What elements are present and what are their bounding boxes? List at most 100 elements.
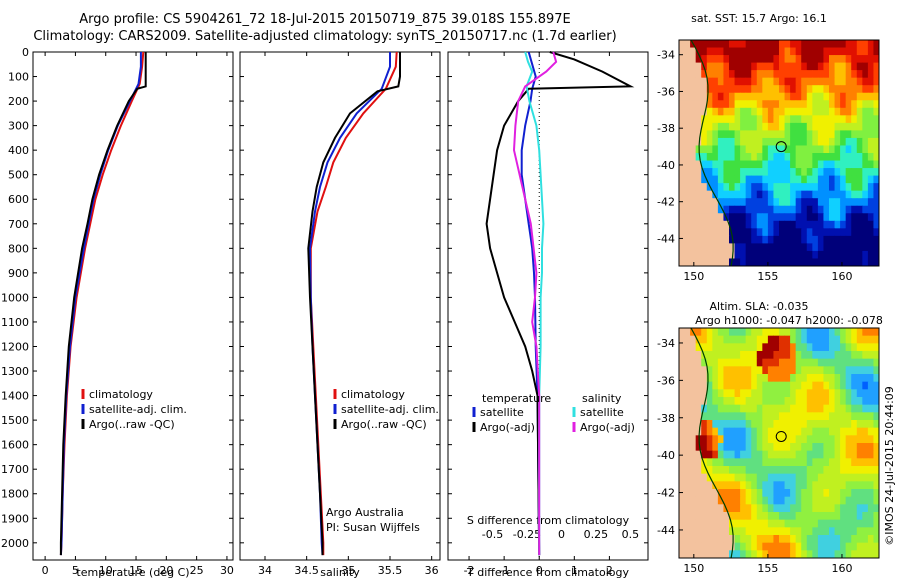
map-cell-sla-map (812, 435, 819, 444)
map-cell-sst-map (801, 145, 808, 154)
map-cell-sst-map (812, 100, 819, 109)
map-cell-sst-map (862, 205, 869, 214)
map-cell-sla-map (740, 481, 747, 490)
map-cell-sla-map (706, 458, 713, 467)
map-cell-sst-map (795, 145, 802, 154)
map-cell-sst-map (690, 250, 697, 259)
map-cell-sla-map (823, 397, 830, 406)
map-cell-sst-map (823, 62, 830, 71)
map-cell-sla-map (756, 535, 763, 544)
map-cell-sla-map (795, 519, 802, 528)
map-cell-sst-map (767, 258, 774, 267)
map-y-tick-label-sst-map: -40 (657, 159, 675, 172)
map-cell-sst-map (862, 100, 869, 109)
series-line-satellite-adj-clim- (308, 52, 391, 556)
map-cell-sst-map (784, 243, 791, 252)
series-line-argo-raw-qc- (307, 52, 401, 556)
map-cell-sla-map (834, 450, 841, 459)
map-cell-sst-map (784, 183, 791, 192)
map-cell-sla-map (845, 335, 852, 344)
map-cell-sst-map (756, 85, 763, 94)
map-cell-sst-map (740, 130, 747, 139)
map-cell-sla-map (856, 351, 863, 360)
map-cell-sst-map (845, 190, 852, 199)
map-cell-sst-map (829, 205, 836, 214)
map-cell-sst-map (723, 70, 730, 79)
map-cell-sla-map (767, 535, 774, 544)
map-cell-sla-map (817, 397, 824, 406)
map-cell-sst-map (867, 70, 874, 79)
map-cell-sst-map (867, 198, 874, 207)
map-cell-sla-map (806, 466, 813, 475)
map-cell-sst-map (729, 228, 736, 237)
map-cell-sst-map (723, 235, 730, 244)
y-tick-label: 500 (8, 169, 29, 182)
map-cell-sla-map (773, 404, 780, 413)
map-cell-sst-map (679, 145, 686, 154)
map-cell-sst-map (773, 40, 780, 49)
map-cell-sst-map (706, 205, 713, 214)
map-cell-sst-map (701, 153, 708, 162)
map-cell-sla-map (856, 381, 863, 390)
map-cell-sst-map (751, 100, 758, 109)
map-cell-sst-map (823, 243, 830, 252)
map-cell-sst-map (812, 213, 819, 222)
map-cell-sla-map (740, 535, 747, 544)
map-cell-sla-map (701, 366, 708, 375)
map-cell-sla-map (812, 358, 819, 367)
map-cell-sst-map (712, 77, 719, 86)
map-cell-sst-map (745, 243, 752, 252)
map-cell-sst-map (740, 235, 747, 244)
map-cell-sla-map (806, 481, 813, 490)
map-cell-sla-map (695, 374, 702, 383)
map-cell-sst-map (817, 160, 824, 169)
map-cell-sla-map (773, 381, 780, 390)
map-cell-sst-map (823, 70, 830, 79)
map-cell-sla-map (745, 481, 752, 490)
map-cell-sla-map (701, 397, 708, 406)
map-cell-sst-map (806, 137, 813, 146)
map-cell-sla-map (767, 481, 774, 490)
map-cell-sla-map (706, 535, 713, 544)
map-cell-sla-map (745, 504, 752, 513)
map-cell-sst-map (684, 92, 691, 101)
map-cell-sst-map (862, 198, 869, 207)
y-tick-label: 1100 (1, 316, 29, 329)
map-cell-sla-map (845, 504, 852, 513)
map-cell-sst-map (729, 153, 736, 162)
map-cell-sla-map (829, 550, 836, 559)
map-cell-sst-map (712, 243, 719, 252)
map-cell-sst-map (790, 235, 797, 244)
map-cell-sla-map (706, 358, 713, 367)
map-cell-sla-map (729, 328, 736, 337)
map-cell-sst-map (862, 55, 869, 64)
map-cell-sst-map (684, 250, 691, 259)
map-cell-sla-map (867, 435, 874, 444)
map-cell-sla-map (806, 404, 813, 413)
map-cell-sla-map (723, 519, 730, 528)
map-cell-sla-map (867, 458, 874, 467)
map-cell-sst-map (790, 85, 797, 94)
map-cell-sla-map (701, 504, 708, 513)
map-cell-sla-map (740, 404, 747, 413)
map-cell-sst-map (856, 55, 863, 64)
map-cell-sst-map (829, 175, 836, 184)
map-cell-sst-map (717, 205, 724, 214)
map-cell-sst-map (723, 55, 730, 64)
map-cell-sla-map (873, 466, 880, 475)
map-cell-sla-map (756, 389, 763, 398)
map-cell-sst-map (806, 100, 813, 109)
map-cell-sst-map (829, 235, 836, 244)
map-cell-sst-map (834, 62, 841, 71)
legend-label-salinity: climatology (341, 388, 405, 401)
map-cell-sla-map (684, 381, 691, 390)
map-cell-sla-map (829, 412, 836, 421)
map-cell-sla-map (856, 404, 863, 413)
map-cell-sst-map (851, 243, 858, 252)
map-cell-sla-map (762, 412, 769, 421)
map-cell-sla-map (795, 351, 802, 360)
map-cell-sla-map (734, 358, 741, 367)
map-cell-sst-map (706, 100, 713, 109)
map-cell-sst-map (801, 198, 808, 207)
map-cell-sst-map (701, 107, 708, 116)
